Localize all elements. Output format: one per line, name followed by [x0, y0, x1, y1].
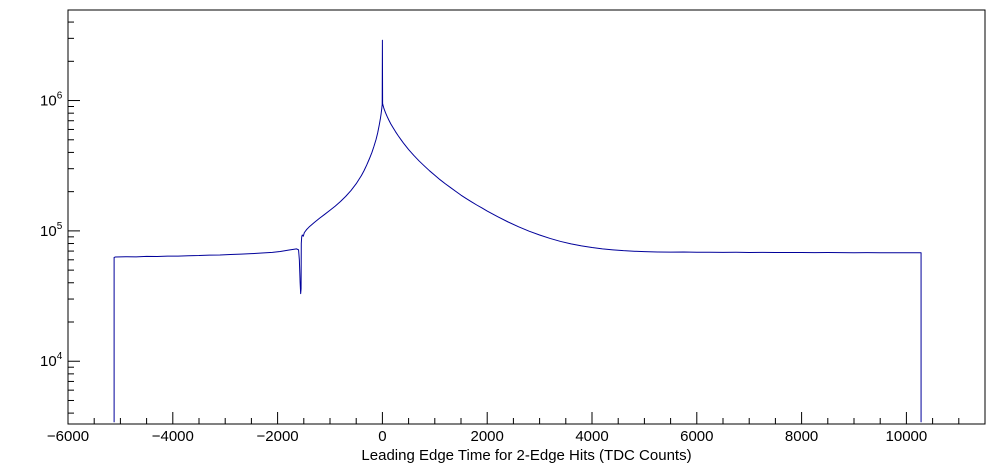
x-axis-labels: −6000 −4000 −2000 0 2000 4000 6000 8000 10000: [47, 428, 927, 445]
x-tick-label: 6000: [680, 428, 713, 445]
y-axis-ticks: [68, 21, 80, 414]
x-tick-label: −4000: [152, 428, 194, 445]
y-tick-label: 104: [40, 351, 63, 370]
y-tick-label: 105: [40, 221, 63, 240]
x-tick-label: −2000: [257, 428, 299, 445]
histogram-curve: [113, 39, 922, 423]
x-tick-label: 4000: [575, 428, 608, 445]
x-axis-title: Leading Edge Time for 2-Edge Hits (TDC C…: [361, 447, 691, 464]
x-tick-label: −6000: [47, 428, 89, 445]
x-tick-label: 8000: [785, 428, 818, 445]
plot-frame: [67, 9, 986, 425]
y-tick-label: 106: [40, 91, 63, 110]
x-tick-label: 10000: [886, 428, 928, 445]
x-tick-label: 2000: [471, 428, 504, 445]
y-axis-labels: 104 105 106: [40, 91, 63, 371]
x-axis-ticks: [67, 412, 986, 424]
x-tick-label: 0: [378, 428, 386, 445]
